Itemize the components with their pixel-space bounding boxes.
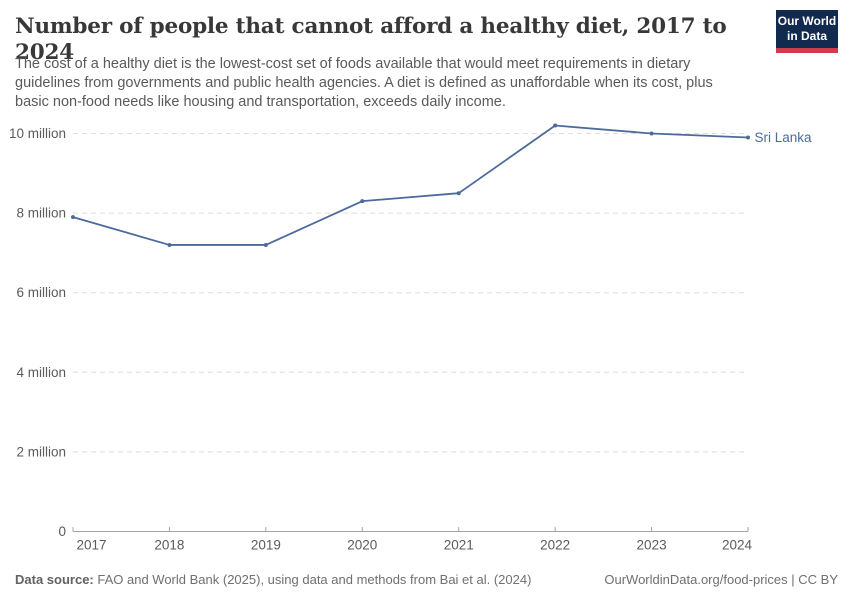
x-axis-tick-label: 2021 (444, 538, 474, 553)
page-title: Number of people that cannot afford a he… (15, 14, 727, 65)
y-axis-tick-label: 6 million (16, 285, 66, 300)
data-point[interactable] (456, 191, 461, 196)
y-axis-tick-label: 2 million (16, 444, 66, 459)
data-point[interactable] (649, 131, 654, 136)
data-point[interactable] (71, 215, 75, 220)
y-axis-tick-label: 4 million (16, 365, 66, 380)
chart-subtitle: The cost of a healthy diet is the lowest… (15, 55, 745, 112)
owid-logo-line1: Our World (777, 14, 837, 29)
x-axis-tick-label: 2020 (347, 538, 377, 553)
x-axis-tick-label: 2018 (154, 538, 184, 553)
data-source-text: FAO and World Bank (2025), using data an… (97, 572, 532, 587)
data-point[interactable] (746, 135, 750, 140)
owid-logo-line2: in Data (786, 29, 827, 43)
data-point[interactable] (360, 199, 365, 204)
data-point[interactable] (263, 242, 268, 247)
data-point[interactable] (167, 242, 172, 247)
series-label: Sri Lanka (755, 130, 813, 145)
owid-logo-red-bar (776, 48, 838, 53)
x-axis-tick-label: 2023 (637, 538, 667, 553)
y-axis-tick-label: 10 million (9, 126, 66, 141)
subtitle-line: basic non-food needs like housing and tr… (15, 94, 506, 110)
attribution-text: OurWorldinData.org/food-prices | CC BY (604, 572, 838, 587)
x-axis-tick-label: 2024 (722, 538, 753, 553)
x-axis-tick-label: 2019 (251, 538, 281, 553)
data-source-note: Data source: FAO and World Bank (2025), … (15, 572, 531, 587)
x-axis-tick-label: 2017 (76, 538, 106, 553)
data-point[interactable] (553, 123, 558, 128)
x-axis-tick-label: 2022 (540, 538, 570, 553)
data-line[interactable] (72, 124, 749, 246)
y-axis-tick-label: 0 (58, 524, 66, 539)
owid-logo-box: Our World in Data (776, 10, 838, 48)
subtitle-line: guidelines from governments and public h… (15, 75, 713, 91)
data-source-label: Data source: (15, 572, 94, 587)
y-axis-tick-label: 8 million (16, 206, 66, 221)
chart-footer: Data source: FAO and World Bank (2025), … (15, 572, 838, 587)
subtitle-line: The cost of a healthy diet is the lowest… (15, 56, 691, 72)
owid-logo[interactable]: Our World in Data (776, 10, 838, 53)
